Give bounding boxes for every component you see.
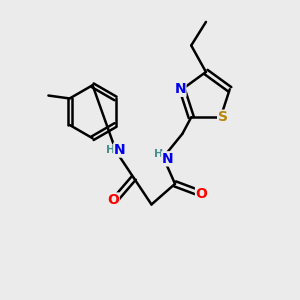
Text: N: N (162, 152, 173, 166)
Text: S: S (218, 110, 228, 124)
Text: N: N (174, 82, 186, 96)
Text: H: H (154, 149, 164, 159)
Text: H: H (106, 145, 116, 155)
Text: O: O (196, 187, 208, 201)
Text: N: N (114, 143, 125, 157)
Text: O: O (107, 193, 119, 207)
